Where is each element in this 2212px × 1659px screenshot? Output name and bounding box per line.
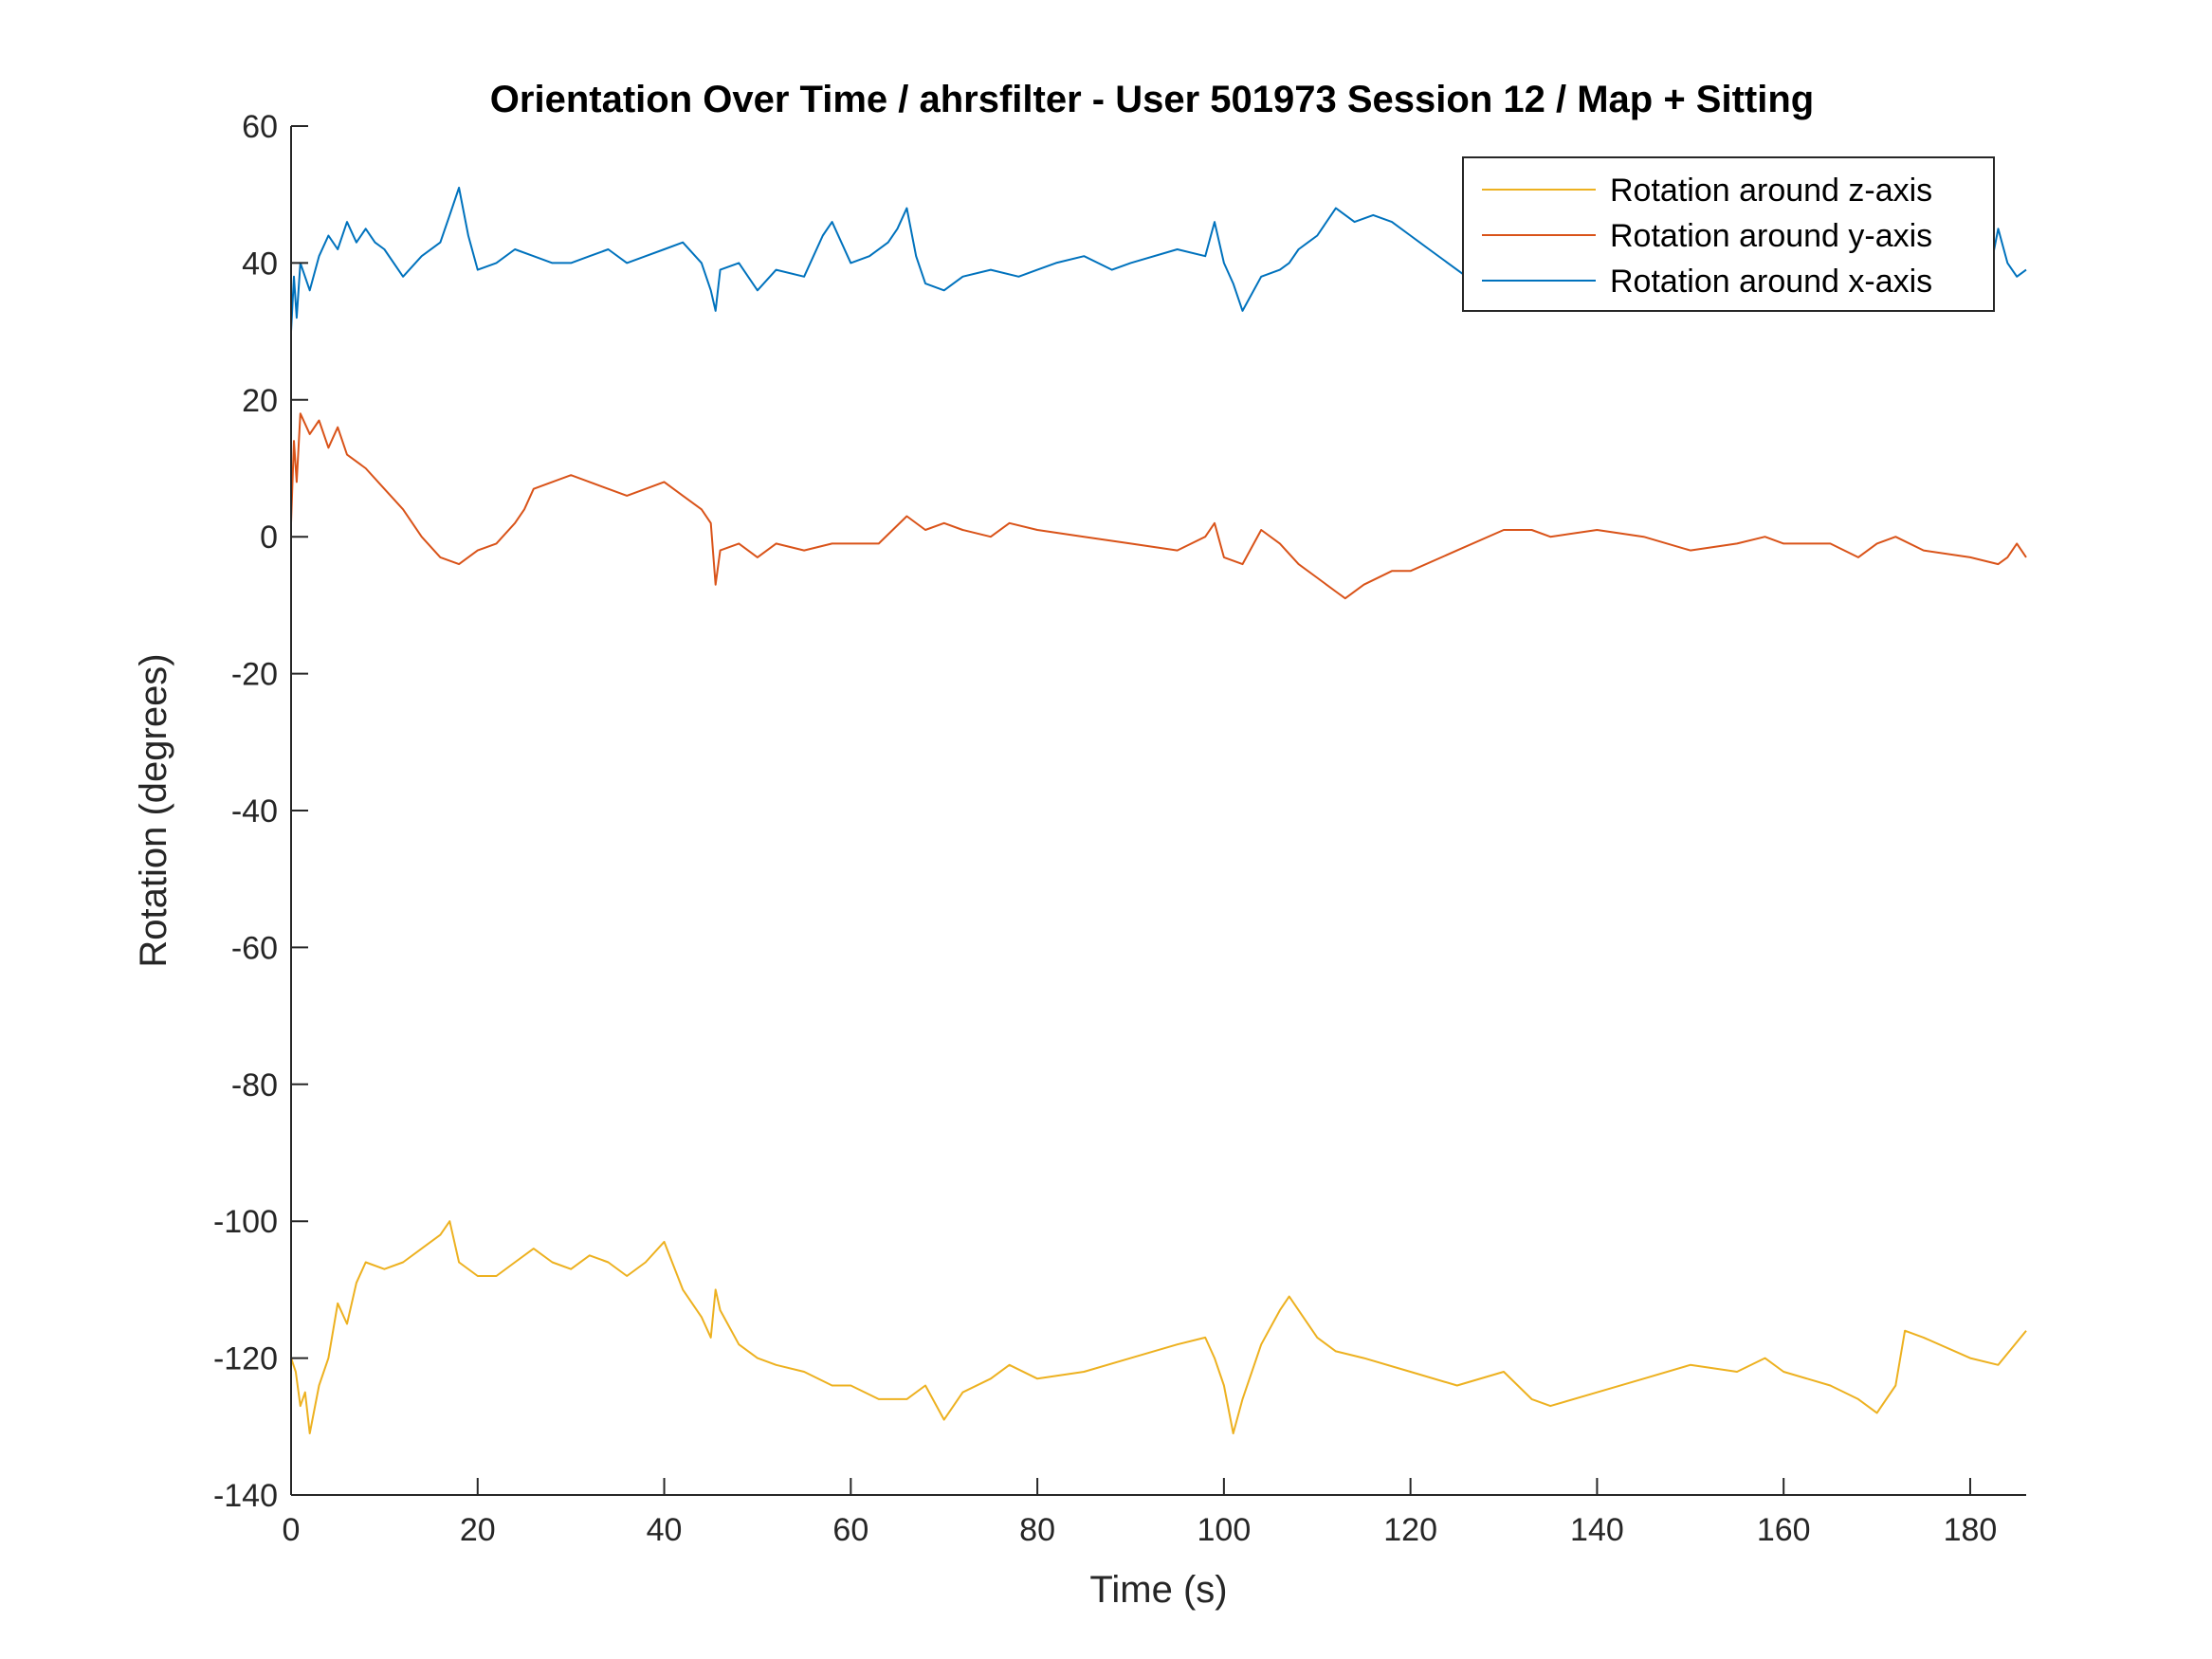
y-tick-label: -100 (213, 1204, 278, 1240)
x-tick-label: 120 (1383, 1512, 1437, 1548)
y-tick-label: -60 (231, 930, 278, 966)
legend-label: Rotation around z-axis (1610, 173, 1932, 209)
x-tick-label: 60 (832, 1512, 868, 1548)
x-tick-label: 80 (1019, 1512, 1055, 1548)
y-tick-label: -140 (213, 1478, 278, 1514)
y-tick-label: -120 (213, 1341, 278, 1377)
legend-label: Rotation around y-axis (1610, 218, 1932, 254)
plot-area: 0 20 40 60 80 100 120 140 160 180 60 40 20 0 -20 -40 -6… (213, 109, 2027, 1548)
y-tick-label: 60 (242, 109, 278, 145)
y-axis-label: Rotation (degrees) (133, 653, 174, 967)
x-ticks: 0 20 40 60 80 100 120 140 160 180 (283, 1478, 1998, 1548)
x-tick-label: 40 (647, 1512, 683, 1548)
y-tick-label: -80 (231, 1067, 278, 1103)
y-tick-label: 40 (242, 246, 278, 282)
y-tick-label: -20 (231, 657, 278, 693)
x-tick-label: 100 (1197, 1512, 1252, 1548)
x-tick-label: 20 (460, 1512, 496, 1548)
y-ticks: 60 40 20 0 -20 -40 -60 -80 -100 -120 -140 (213, 109, 308, 1514)
legend-label: Rotation around x-axis (1610, 264, 1932, 300)
x-axis-label: Time (s) (1089, 1569, 1227, 1611)
x-tick-label: 140 (1570, 1512, 1624, 1548)
x-tick-label: 160 (1757, 1512, 1811, 1548)
x-tick-label: 0 (283, 1512, 301, 1548)
chart-title: Orientation Over Time / ahrsfilter - Use… (490, 79, 1814, 120)
y-tick-label: -40 (231, 793, 278, 830)
y-tick-label: 20 (242, 383, 278, 419)
series-line-2 (290, 412, 2027, 600)
y-tick-label: 0 (260, 520, 278, 556)
x-tick-label: 180 (1944, 1512, 1998, 1548)
legend: Rotation around z-axis Rotation around y-… (1462, 156, 1995, 312)
series-line-1 (290, 1220, 2027, 1434)
